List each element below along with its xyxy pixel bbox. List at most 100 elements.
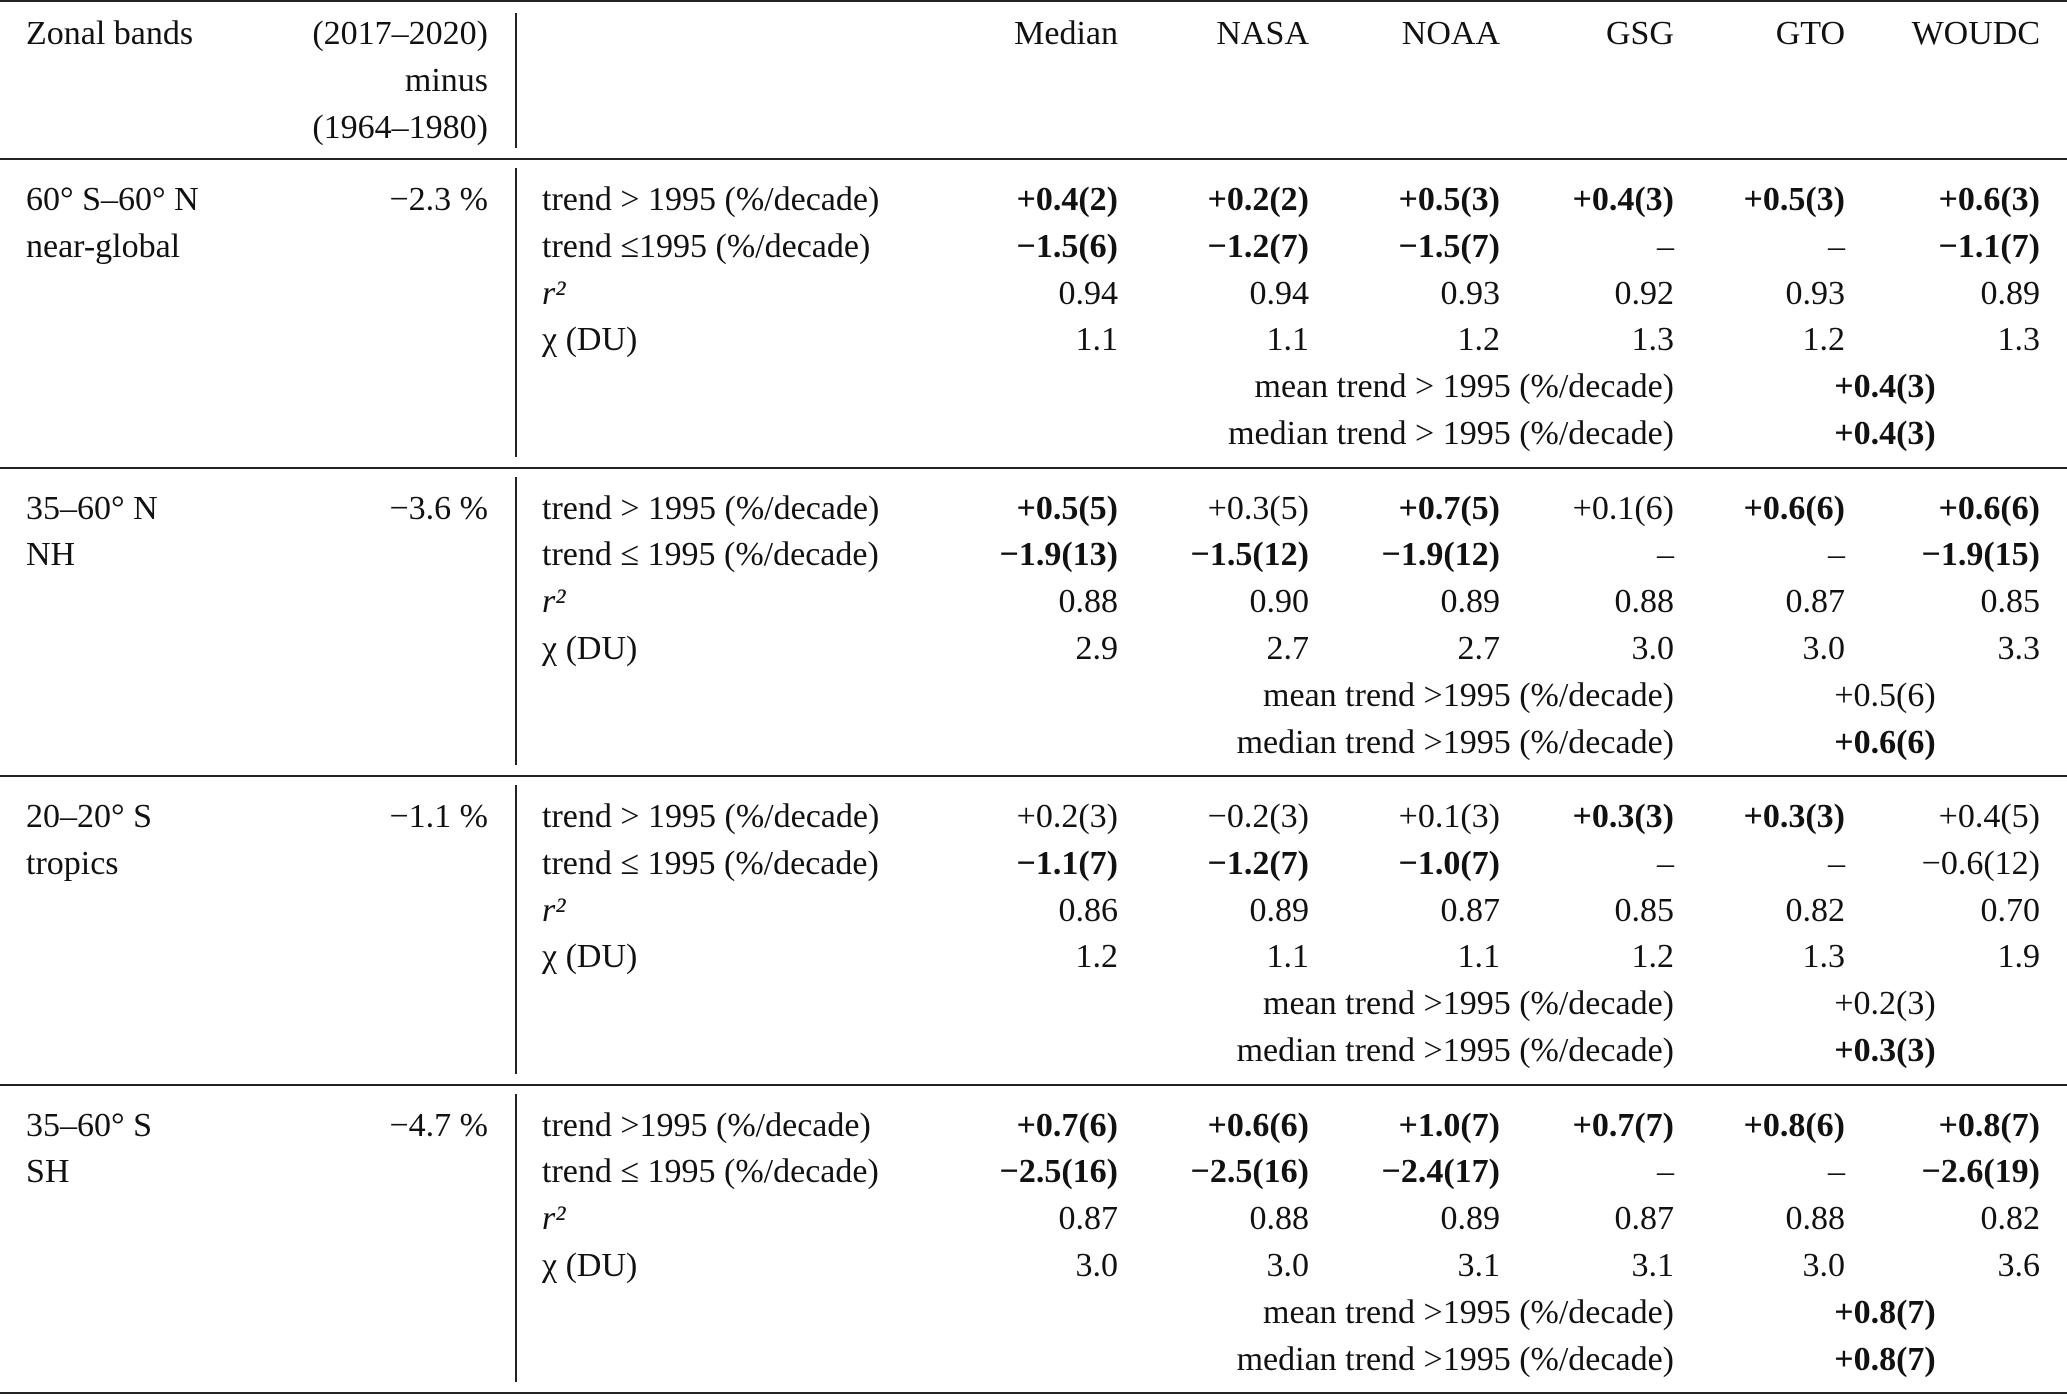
cell-value: +0.5(5)	[1016, 489, 1118, 527]
summary-label: median trend >1995 (%/decade)	[1236, 1032, 1674, 1069]
cell-value: +0.4(2)	[1016, 181, 1118, 218]
zonal-band: 20–20° S	[26, 798, 153, 835]
column-divider	[515, 13, 517, 148]
cell-value: 1.2	[1802, 321, 1846, 359]
header-difference: (1964–1980)	[312, 109, 488, 146]
cell-value: 0.89	[1440, 583, 1501, 621]
zonal-band: near-global	[26, 227, 181, 265]
row-label: trend ≤ 1995 (%/decade)	[542, 844, 879, 882]
row-label: trend > 1995 (%/decade)	[542, 489, 880, 527]
row-label: r²	[542, 1200, 566, 1238]
cell-value: −1.5(7)	[1398, 227, 1500, 265]
summary-label: mean trend >1995 (%/decade)	[1263, 985, 1674, 1023]
cell-value: 0.88	[1614, 583, 1675, 621]
summary-value: +0.2(3)	[1834, 985, 1936, 1023]
header-difference: minus	[404, 62, 488, 99]
rule	[0, 775, 2067, 777]
cell-value: +0.2(2)	[1207, 181, 1309, 218]
cell-value: 1.3	[1631, 321, 1675, 359]
cell-value: −0.6(12)	[1921, 844, 2040, 882]
cell-value: 0.86	[1058, 891, 1119, 929]
cell-value: 3.3	[1997, 629, 2041, 667]
column-divider	[515, 785, 517, 1074]
zonal-band: 60° S–60° N	[26, 181, 199, 218]
cell-value: +0.3(5)	[1207, 489, 1309, 527]
zonal-band: 35–60° N	[26, 489, 158, 527]
summary-label: median trend >1995 (%/decade)	[1236, 723, 1674, 761]
cell-value: 1.3	[1802, 938, 1846, 976]
row-label: χ (DU)	[542, 938, 638, 976]
cell-value: –	[1657, 844, 1674, 882]
cell-value: 1.1	[1266, 938, 1310, 976]
column-divider	[515, 476, 517, 765]
cell-value: 0.88	[1058, 583, 1119, 621]
cell-value: 1.3	[1997, 321, 2041, 359]
summary-value: +0.8(7)	[1834, 1293, 1936, 1331]
row-label: χ (DU)	[542, 321, 638, 359]
summary-label: mean trend >1995 (%/decade)	[1263, 1293, 1674, 1331]
cell-value: 0.93	[1440, 274, 1501, 312]
cell-value: +0.6(3)	[1938, 181, 2040, 218]
cell-value: 0.87	[1785, 583, 1846, 621]
zonal-band: 35–60° S	[26, 1106, 153, 1144]
summary-value: +0.5(6)	[1834, 676, 1936, 714]
cell-value: 3.0	[1802, 1246, 1846, 1284]
summary-label: mean trend >1995 (%/decade)	[1263, 676, 1674, 714]
rule	[0, 1392, 2067, 1394]
cell-value: −0.2(3)	[1207, 798, 1309, 835]
row-label: trend > 1995 (%/decade)	[542, 798, 880, 835]
summary-value: +0.8(7)	[1834, 1340, 1936, 1378]
cell-value: 0.87	[1058, 1200, 1119, 1238]
cell-value: 2.7	[1457, 629, 1501, 667]
cell-value: +0.5(3)	[1743, 181, 1845, 218]
row-label: χ (DU)	[542, 1246, 638, 1284]
cell-value: 0.94	[1058, 274, 1119, 312]
cell-value: −1.2(7)	[1207, 227, 1309, 265]
cell-value: −1.5(12)	[1190, 536, 1309, 574]
zonal-band: NH	[26, 536, 76, 574]
cell-value: 3.0	[1266, 1246, 1310, 1284]
summary-value: +0.3(3)	[1834, 1032, 1936, 1069]
cell-value: −2.5(16)	[1190, 1153, 1309, 1191]
cell-value: −2.4(17)	[1381, 1153, 1500, 1191]
column-header: GSG	[1605, 15, 1674, 52]
cell-value: –	[1828, 1153, 1845, 1191]
cell-value: 1.9	[1997, 938, 2041, 976]
rule	[0, 0, 2067, 2]
row-label: r²	[542, 274, 566, 312]
cell-value: +0.1(3)	[1398, 798, 1500, 835]
row-label: trend ≤ 1995 (%/decade)	[542, 536, 879, 574]
cell-value: 0.87	[1614, 1200, 1675, 1238]
row-label: r²	[542, 891, 566, 929]
cell-value: 0.85	[1614, 891, 1675, 929]
summary-label: mean trend > 1995 (%/decade)	[1254, 368, 1674, 406]
cell-value: –	[1657, 227, 1674, 265]
cell-value: –	[1828, 536, 1845, 574]
summary-value: +0.4(3)	[1834, 368, 1936, 406]
cell-value: 0.90	[1249, 583, 1310, 621]
cell-value: +0.8(7)	[1938, 1106, 2040, 1144]
zonal-band: tropics	[26, 844, 119, 882]
column-header: Median	[1014, 15, 1118, 52]
cell-value: +1.0(7)	[1398, 1106, 1500, 1144]
cell-value: –	[1657, 1153, 1674, 1191]
cell-value: −1.1(7)	[1016, 844, 1118, 882]
summary-label: median trend >1995 (%/decade)	[1236, 1340, 1674, 1378]
rule	[0, 467, 2067, 469]
difference: −1.1 %	[389, 798, 489, 835]
rule	[0, 158, 2067, 160]
column-divider	[515, 1093, 517, 1382]
cell-value: −1.5(6)	[1016, 227, 1118, 265]
cell-value: +0.3(3)	[1743, 798, 1845, 835]
row-label: trend >1995 (%/decade)	[542, 1106, 871, 1144]
cell-value: 0.89	[1249, 891, 1310, 929]
cell-value: 0.82	[1785, 891, 1846, 929]
cell-value: −1.9(13)	[999, 536, 1118, 574]
cell-value: 3.0	[1631, 629, 1675, 667]
cell-value: 0.94	[1249, 274, 1310, 312]
cell-value: −1.0(7)	[1398, 844, 1500, 882]
cell-value: +0.4(5)	[1938, 798, 2040, 835]
cell-value: +0.1(6)	[1572, 489, 1674, 527]
difference: −3.6 %	[389, 489, 489, 527]
